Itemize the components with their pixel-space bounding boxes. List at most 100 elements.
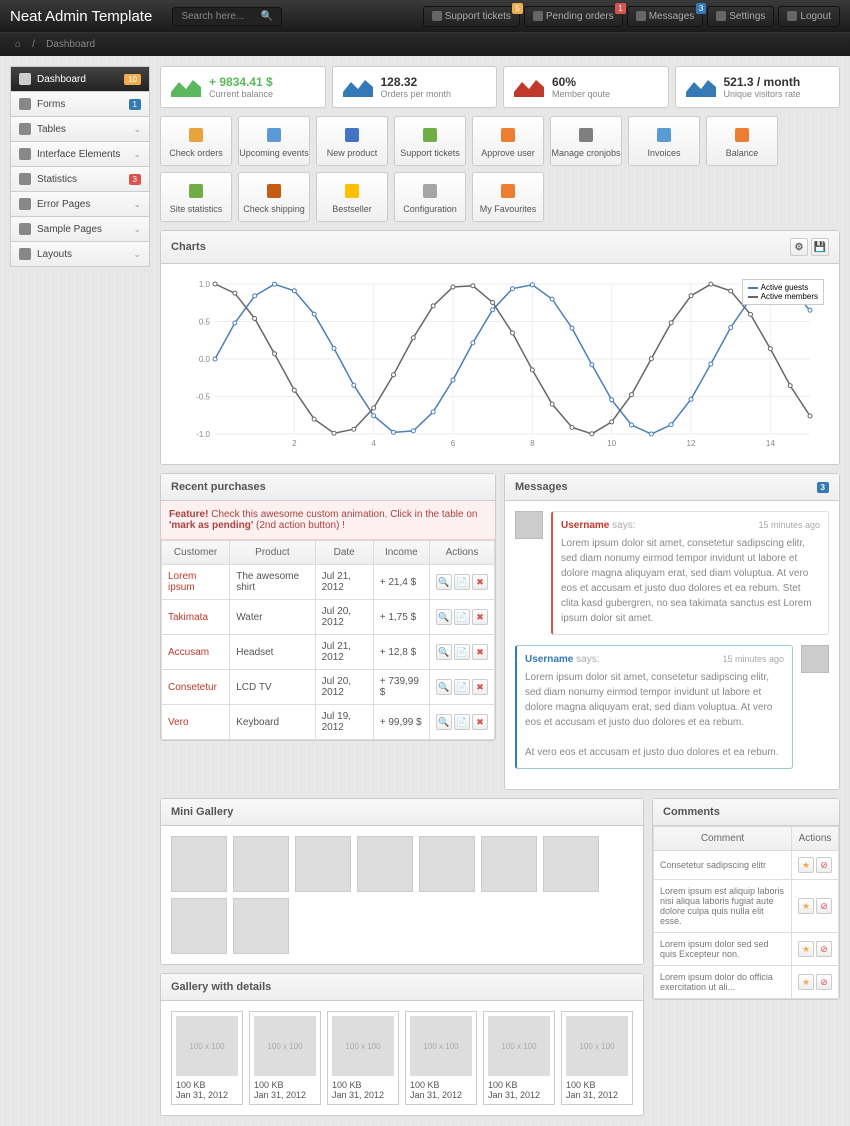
table-row: Lorem ipsum dolor sed sed quis Excepteur… (654, 933, 839, 966)
gallery-detail-item[interactable]: 100 x 100 100 KBJan 31, 2012 (561, 1011, 633, 1105)
gallery-thumb[interactable] (171, 836, 227, 892)
product-cell: Headset (230, 635, 315, 670)
svg-text:1.0: 1.0 (199, 280, 211, 289)
date-cell: Jul 21, 2012 (315, 565, 373, 600)
sidebar-item-sample-pages[interactable]: Sample Pages⌄ (10, 216, 150, 241)
star-icon[interactable]: ★ (798, 941, 814, 957)
block-icon[interactable]: ⊘ (816, 857, 832, 873)
customer-cell[interactable]: Consetetur (162, 670, 230, 705)
gallery-size: 100 KB (566, 1080, 628, 1090)
nav-icon (19, 148, 31, 160)
block-icon[interactable]: ⊘ (816, 974, 832, 990)
customer-cell[interactable]: Accusam (162, 635, 230, 670)
gallery-thumb[interactable] (295, 836, 351, 892)
customer-cell[interactable]: Lorem ipsum (162, 565, 230, 600)
sidebar-item-interface-elements[interactable]: Interface Elements⌄ (10, 141, 150, 166)
customer-cell[interactable]: Takimata (162, 600, 230, 635)
shortcut-manage-cronjobs[interactable]: Manage cronjobs (550, 116, 622, 166)
star-icon[interactable]: ★ (798, 898, 814, 914)
shortcut-check-orders[interactable]: Check orders (160, 116, 232, 166)
legend-label: Active guests (761, 283, 809, 292)
svg-text:0.5: 0.5 (199, 318, 211, 327)
sidebar-item-tables[interactable]: Tables⌄ (10, 116, 150, 141)
gallery-thumb[interactable] (543, 836, 599, 892)
message-user[interactable]: Username (525, 654, 573, 665)
edit-icon[interactable]: 📄 (454, 609, 470, 625)
delete-icon[interactable]: ✖ (472, 609, 488, 625)
sidebar-item-layouts[interactable]: Layouts⌄ (10, 241, 150, 267)
message-user[interactable]: Username (561, 520, 609, 531)
shortcut-label: Manage cronjobs (551, 148, 620, 158)
gallery-thumb[interactable] (419, 836, 475, 892)
shortcut-check-shipping[interactable]: Check shipping (238, 172, 310, 222)
sidebar-item-dashboard[interactable]: Dashboard10 (10, 66, 150, 91)
nav-label: Dashboard (37, 74, 86, 85)
topbar-logout[interactable]: Logout (778, 6, 840, 27)
stat-icon (514, 77, 544, 97)
gallery-detail-item[interactable]: 100 x 100 100 KBJan 31, 2012 (249, 1011, 321, 1105)
mini-gallery-title: Mini Gallery (171, 806, 233, 818)
comment-cell: Lorem ipsum dolor sed sed quis Excepteur… (654, 933, 792, 966)
svg-text:8: 8 (530, 439, 535, 448)
block-icon[interactable]: ⊘ (816, 898, 832, 914)
shortcut-bestseller[interactable]: Bestseller (316, 172, 388, 222)
topbar-settings[interactable]: Settings (707, 6, 774, 27)
gallery-detail-item[interactable]: 100 x 100 100 KBJan 31, 2012 (405, 1011, 477, 1105)
shortcut-my-favourites[interactable]: My Favourites (472, 172, 544, 222)
customer-cell[interactable]: Vero (162, 705, 230, 740)
shortcut-new-product[interactable]: New product (316, 116, 388, 166)
gallery-detail-item[interactable]: 100 x 100 100 KBJan 31, 2012 (483, 1011, 555, 1105)
shortcut-label: Support tickets (400, 148, 460, 158)
delete-icon[interactable]: ✖ (472, 679, 488, 695)
gallery-thumb[interactable] (233, 836, 289, 892)
view-icon[interactable]: 🔍 (436, 609, 452, 625)
shortcut-balance[interactable]: Balance (706, 116, 778, 166)
nav-badge: 3 (129, 174, 141, 185)
gallery-thumb[interactable] (171, 898, 227, 954)
stat-value: 60% (552, 75, 610, 89)
breadcrumb-home[interactable]: ⌂ (15, 39, 21, 50)
chart-settings-icon[interactable]: ⚙ (790, 238, 808, 256)
gallery-thumb[interactable] (481, 836, 537, 892)
star-icon[interactable]: ★ (798, 857, 814, 873)
shortcut-approve-user[interactable]: Approve user (472, 116, 544, 166)
gallery-thumb[interactable] (233, 898, 289, 954)
topbar-messages[interactable]: Messages3 (627, 6, 704, 27)
shortcut-upcoming-events[interactable]: Upcoming events (238, 116, 310, 166)
svg-text:4: 4 (371, 439, 376, 448)
delete-icon[interactable]: ✖ (472, 714, 488, 730)
topbar-pending-orders[interactable]: Pending orders1 (524, 6, 623, 27)
gallery-detail-item[interactable]: 100 x 100 100 KBJan 31, 2012 (327, 1011, 399, 1105)
shortcut-label: Configuration (403, 204, 457, 214)
sidebar-item-statistics[interactable]: Statistics3 (10, 166, 150, 191)
product-cell: The awesome shirt (230, 565, 315, 600)
delete-icon[interactable]: ✖ (472, 574, 488, 590)
gallery-size: 100 KB (488, 1080, 550, 1090)
view-icon[interactable]: 🔍 (436, 714, 452, 730)
gallery-detail-item[interactable]: 100 x 100 100 KBJan 31, 2012 (171, 1011, 243, 1105)
shortcut-invoices[interactable]: Invoices (628, 116, 700, 166)
shortcut-site-statistics[interactable]: Site statistics (160, 172, 232, 222)
view-icon[interactable]: 🔍 (436, 644, 452, 660)
star-icon[interactable]: ★ (798, 974, 814, 990)
block-icon[interactable]: ⊘ (816, 941, 832, 957)
edit-icon[interactable]: 📄 (454, 644, 470, 660)
chart-save-icon[interactable]: 💾 (811, 238, 829, 256)
shortcut-label: My Favourites (480, 204, 537, 214)
product-cell: Keyboard (230, 705, 315, 740)
delete-icon[interactable]: ✖ (472, 644, 488, 660)
shortcut-configuration[interactable]: Configuration (394, 172, 466, 222)
sidebar-item-forms[interactable]: Forms1 (10, 91, 150, 116)
shortcut-support-tickets[interactable]: Support tickets (394, 116, 466, 166)
edit-icon[interactable]: 📄 (454, 714, 470, 730)
edit-icon[interactable]: 📄 (454, 679, 470, 695)
sidebar-item-error-pages[interactable]: Error Pages⌄ (10, 191, 150, 216)
topbar-support-tickets[interactable]: Support tickets5 (423, 6, 520, 27)
view-icon[interactable]: 🔍 (436, 679, 452, 695)
svg-text:-0.5: -0.5 (196, 393, 210, 402)
gallery-thumb[interactable] (357, 836, 413, 892)
topbar-label: Pending orders (546, 11, 614, 22)
view-icon[interactable]: 🔍 (436, 574, 452, 590)
edit-icon[interactable]: 📄 (454, 574, 470, 590)
search-input[interactable]: Search here... 🔍 (172, 7, 282, 26)
